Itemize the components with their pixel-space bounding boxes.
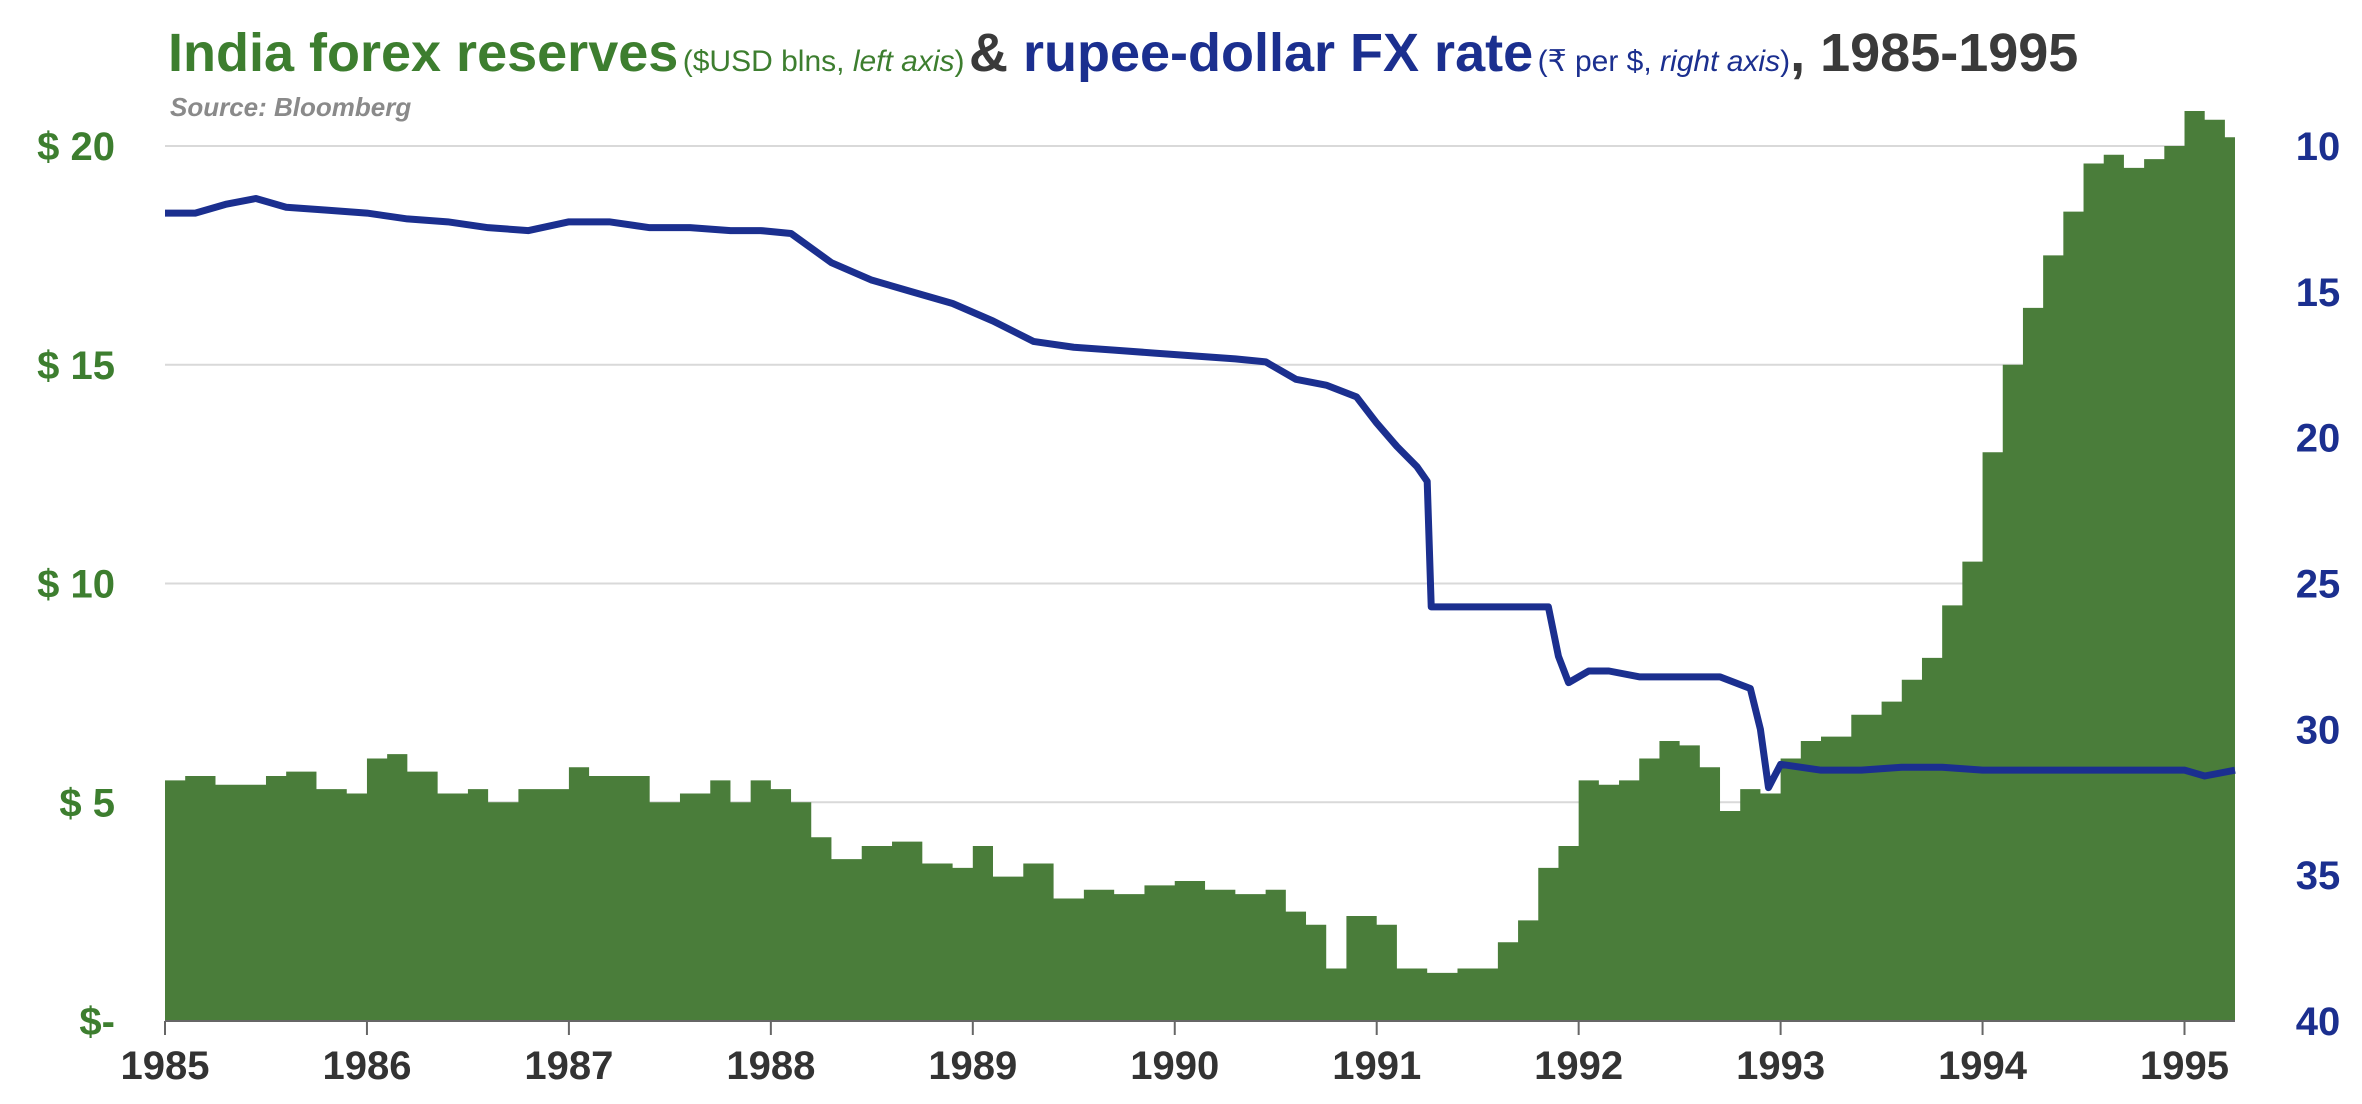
x-axis-tick-label: 1987 — [524, 1044, 613, 1088]
x-axis-tick-label: 1990 — [1130, 1044, 1219, 1088]
left-axis-ticks: $- $ 5 $ 10 $ 15 $ 20 — [37, 125, 115, 1044]
title-years: , 1985-1995 — [1790, 23, 2079, 83]
title-reserves-units: ($USD blns, left axis) — [683, 45, 965, 78]
left-axis-tick-label: $ 20 — [37, 125, 115, 169]
title-reserves-units-c: ) — [954, 45, 965, 78]
left-axis-tick-label: $ 5 — [59, 781, 115, 825]
title-fx: rupee-dollar FX rate — [1022, 23, 1534, 83]
x-axis-tick-label: 1993 — [1736, 1044, 1825, 1088]
title-fx-units-a: (₹ per $, — [1537, 45, 1661, 78]
right-axis-tick-label: 40 — [2296, 1000, 2341, 1044]
chart-title: India forex reserves ($USD blns, left ax… — [168, 22, 2078, 84]
source-note: Source: Bloomberg — [170, 92, 412, 122]
right-axis-ticks: 10 15 20 25 30 35 40 — [2296, 125, 2341, 1044]
right-axis-tick-label: 15 — [2296, 271, 2341, 315]
right-axis-tick-label: 25 — [2296, 563, 2341, 607]
right-axis-tick-label: 20 — [2296, 417, 2341, 461]
title-ampersand: & — [968, 23, 1023, 83]
x-axis-tick-label: 1985 — [121, 1044, 210, 1088]
x-axis-tick-label: 1986 — [322, 1044, 411, 1088]
x-axis-tick-label: 1988 — [726, 1044, 815, 1088]
left-axis-tick-label: $ 10 — [37, 563, 115, 607]
right-axis-tick-label: 35 — [2296, 854, 2341, 898]
x-axis-tick-label: 1995 — [2140, 1044, 2229, 1088]
x-axis-tick-label: 1991 — [1332, 1044, 1421, 1088]
left-axis-tick-label: $- — [79, 1000, 115, 1044]
left-axis-tick-label: $ 15 — [37, 344, 115, 388]
x-axis-tick-label: 1994 — [1938, 1044, 2028, 1088]
right-axis-tick-label: 10 — [2296, 125, 2341, 169]
title-reserves: India forex reserves — [168, 23, 679, 83]
x-axis-tick-label: 1989 — [928, 1044, 1017, 1088]
title-fx-units-c: ) — [1780, 45, 1791, 78]
title-reserves-units-b: left axis — [852, 45, 955, 78]
x-axis-tick-label: 1992 — [1534, 1044, 1623, 1088]
title-fx-units: (₹ per $, right axis) — [1538, 45, 1791, 78]
x-axis-ticks: 1985 1986 1987 1988 1989 1990 1991 1992 1993 1994… — [121, 1021, 2229, 1088]
right-axis-tick-label: 30 — [2296, 708, 2341, 752]
fx-rate-line — [165, 195, 2236, 792]
title-reserves-units-a: ($USD blns, — [682, 45, 853, 78]
title-fx-units-b: right axis — [1660, 45, 1781, 78]
reserves-area — [165, 111, 2235, 1021]
